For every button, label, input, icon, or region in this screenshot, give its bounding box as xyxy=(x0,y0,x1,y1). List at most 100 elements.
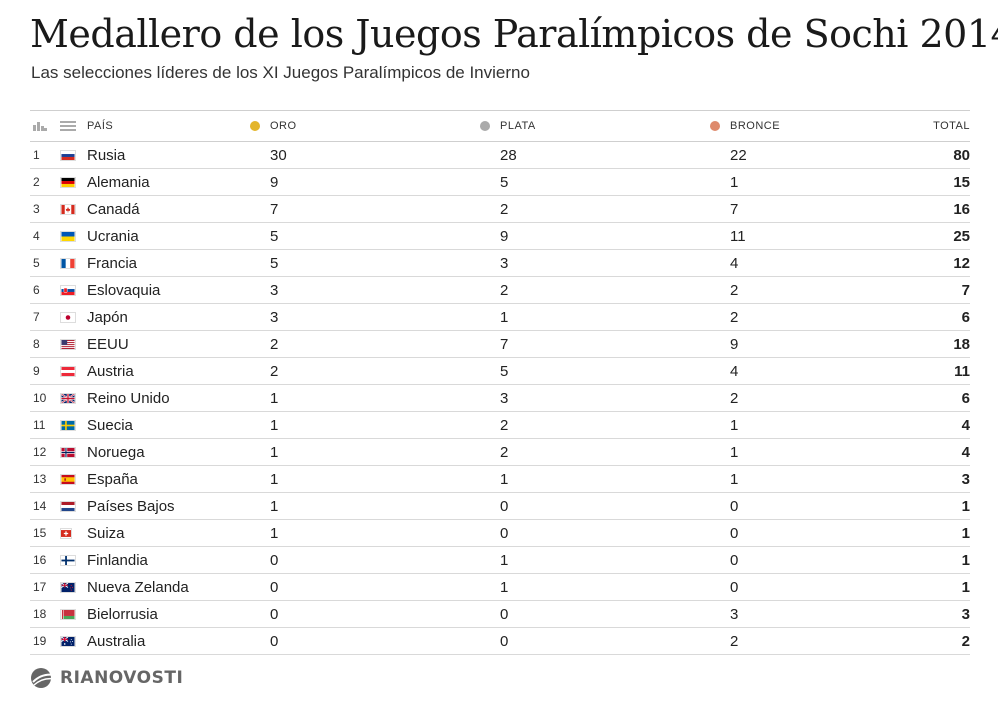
gold-cell: 1 xyxy=(270,470,279,488)
rank-cell: 8 xyxy=(33,337,40,351)
silver-cell: 2 xyxy=(500,281,509,299)
country-cell: EEUU xyxy=(87,335,129,353)
column-header-total[interactable]: TOTAL xyxy=(933,120,970,132)
gold-cell: 1 xyxy=(270,524,279,542)
gold-cell: 1 xyxy=(270,497,279,515)
silver-cell: 0 xyxy=(500,524,509,542)
usa-flag-icon xyxy=(60,331,76,357)
gold-cell: 0 xyxy=(270,605,279,623)
country-cell: Bielorrusia xyxy=(87,605,158,623)
table-row: 8 EEUU 2 7 9 18 xyxy=(30,331,970,358)
total-cell: 11 xyxy=(954,362,970,380)
bronze-cell: 9 xyxy=(730,335,739,353)
rank-cell: 16 xyxy=(33,553,47,567)
column-header-gold-label: ORO xyxy=(270,120,297,132)
rank-cell: 11 xyxy=(33,418,46,432)
bronze-cell: 1 xyxy=(730,470,739,488)
silver-cell: 2 xyxy=(500,416,509,434)
table-row: 3 Canadá 7 2 7 16 xyxy=(30,196,970,223)
total-cell: 80 xyxy=(953,146,970,164)
bronze-cell: 2 xyxy=(730,281,739,299)
total-cell: 6 xyxy=(961,308,970,326)
gold-cell: 9 xyxy=(270,173,279,191)
total-cell: 1 xyxy=(961,524,970,542)
total-cell: 2 xyxy=(961,632,970,650)
table-row: 11 Suecia 1 2 1 4 xyxy=(30,412,970,439)
rank-cell: 19 xyxy=(33,634,47,648)
country-cell: Rusia xyxy=(87,146,126,164)
column-header-silver[interactable]: PLATA xyxy=(480,111,536,141)
bronze-cell: 4 xyxy=(730,362,739,380)
country-cell: Eslovaquia xyxy=(87,281,161,299)
silver-cell: 1 xyxy=(500,551,509,569)
table-row: 4 Ucrania 5 9 11 25 xyxy=(30,223,970,250)
bronze-cell: 1 xyxy=(730,173,739,191)
rank-sort-icon[interactable] xyxy=(33,111,47,141)
bronze-cell: 0 xyxy=(730,551,739,569)
bronze-cell: 2 xyxy=(730,308,739,326)
silver-cell: 28 xyxy=(500,146,517,164)
norway-flag-icon xyxy=(60,439,76,465)
country-cell: Australia xyxy=(87,632,146,650)
silver-cell: 3 xyxy=(500,254,509,272)
rank-cell: 13 xyxy=(33,472,47,486)
canada-flag-icon xyxy=(60,196,76,222)
rank-cell: 5 xyxy=(33,256,40,270)
table-row: 14 Países Bajos 1 0 0 1 xyxy=(30,493,970,520)
gold-cell: 0 xyxy=(270,551,279,569)
table-row: 6 Eslovaquia 3 2 2 7 xyxy=(30,277,970,304)
table-row: 17 Nueva Zelanda 0 1 0 1 xyxy=(30,574,970,601)
rank-cell: 2 xyxy=(33,175,40,189)
bronze-cell: 0 xyxy=(730,578,739,596)
gold-cell: 2 xyxy=(270,362,279,380)
table-row: 1 Rusia 30 28 22 80 xyxy=(30,142,970,169)
column-header-country[interactable]: PAÍS xyxy=(87,120,114,132)
table-row: 13 España 1 1 1 3 xyxy=(30,466,970,493)
medal-table: PAÍS ORO PLATA BRONCE TOTAL 1 Rusia 30 28 22… xyxy=(30,110,970,655)
bronze-cell: 1 xyxy=(730,443,739,461)
silver-cell: 5 xyxy=(500,173,509,191)
bronze-cell: 2 xyxy=(730,389,739,407)
rank-cell: 1 xyxy=(33,148,40,162)
country-cell: Ucrania xyxy=(87,227,139,245)
ria-novosti-logo-text: RIANOVOSTI xyxy=(60,668,184,688)
silver-cell: 1 xyxy=(500,578,509,596)
country-cell: Suecia xyxy=(87,416,133,434)
list-sort-icon[interactable] xyxy=(60,111,76,141)
silver-cell: 7 xyxy=(500,335,509,353)
rank-cell: 4 xyxy=(33,229,40,243)
page-subtitle: Las selecciones líderes de los XI Juegos… xyxy=(31,63,530,82)
bronze-cell: 11 xyxy=(730,227,746,245)
country-cell: Países Bajos xyxy=(87,497,175,515)
switzerland-flag-icon xyxy=(60,520,72,546)
table-row: 5 Francia 5 3 4 12 xyxy=(30,250,970,277)
column-header-bronze[interactable]: BRONCE xyxy=(710,111,780,141)
rank-cell: 7 xyxy=(33,310,40,324)
rank-cell: 3 xyxy=(33,202,40,216)
total-cell: 12 xyxy=(953,254,970,272)
germany-flag-icon xyxy=(60,169,76,195)
total-cell: 7 xyxy=(961,281,970,299)
gold-cell: 3 xyxy=(270,308,279,326)
table-row: 19 Australia 0 0 2 2 xyxy=(30,628,970,655)
gold-cell: 5 xyxy=(270,227,279,245)
gold-cell: 3 xyxy=(270,281,279,299)
russia-flag-icon xyxy=(60,142,76,168)
bronze-dot-icon xyxy=(710,121,720,131)
gold-cell: 5 xyxy=(270,254,279,272)
rank-cell: 10 xyxy=(33,391,47,405)
column-header-silver-label: PLATA xyxy=(500,120,536,132)
rank-cell: 6 xyxy=(33,283,40,297)
table-row: 9 Austria 2 5 4 11 xyxy=(30,358,970,385)
table-body: 1 Rusia 30 28 22 80 2 Alemania 9 5 1 15 3 Canadá 7 2 7… xyxy=(30,142,970,655)
bronze-cell: 1 xyxy=(730,416,739,434)
bronze-cell: 0 xyxy=(730,497,739,515)
country-cell: Japón xyxy=(87,308,128,326)
country-cell: Alemania xyxy=(87,173,150,191)
column-header-gold[interactable]: ORO xyxy=(250,111,297,141)
france-flag-icon xyxy=(60,250,76,276)
gold-cell: 2 xyxy=(270,335,279,353)
table-row: 2 Alemania 9 5 1 15 xyxy=(30,169,970,196)
ria-novosti-logo-icon xyxy=(31,668,56,688)
gold-cell: 1 xyxy=(270,389,279,407)
